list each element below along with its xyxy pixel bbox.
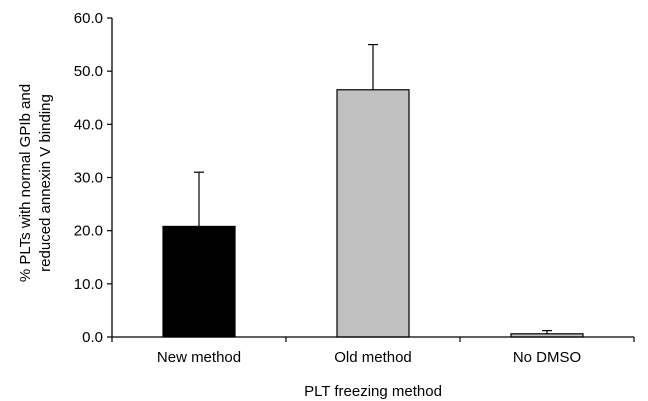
- x-axis-title: PLT freezing method: [304, 383, 442, 400]
- category-labels: New method Old method No DMSO: [111, 337, 635, 366]
- y-axis-title-line-1: % PLTs with normal GPIb and: [17, 84, 34, 282]
- y-tick-label: 40.0: [74, 116, 103, 133]
- y-tick-label: 20.0: [74, 223, 103, 240]
- bar-new-method: [162, 225, 236, 338]
- x-category-label: Old method: [334, 349, 412, 366]
- bar-old-method: [336, 89, 410, 338]
- x-category-label: New method: [157, 349, 241, 366]
- bars: [162, 89, 584, 338]
- y-axis-title: % PLTs with normal GPIb and reduced anne…: [17, 84, 54, 282]
- y-tick-label: 50.0: [74, 63, 103, 80]
- y-tick-label: 30.0: [74, 170, 103, 187]
- y-tick-label: 60.0: [74, 10, 103, 27]
- y-tick-label: 10.0: [74, 276, 103, 293]
- error-bars: [194, 43, 552, 334]
- y-axis-title-line-2: reduced annexin V binding: [37, 94, 54, 272]
- x-category-label: No DMSO: [513, 349, 581, 366]
- y-tick-label: 0.0: [82, 329, 103, 346]
- y-ticks: 0.0 10.0 20.0 30.0 40.0 50.0 60.0: [74, 10, 112, 346]
